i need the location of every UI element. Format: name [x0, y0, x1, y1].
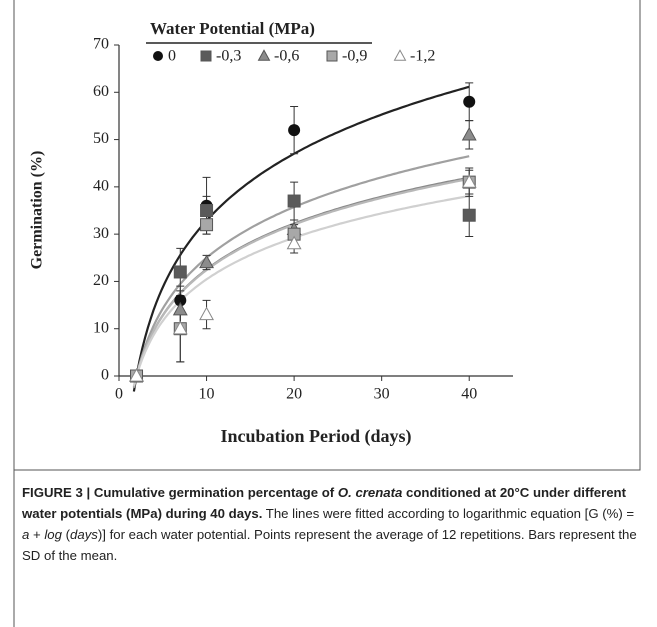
legend-label: -0,9	[342, 48, 367, 65]
legend-marker	[257, 49, 271, 61]
caption-text: conditioned at 20°C under different wate…	[22, 485, 626, 521]
fit-line	[132, 155, 470, 388]
caption: FIGURE 3 | Cumulative germination percen…	[22, 482, 642, 566]
point	[199, 254, 215, 269]
caption-text: The lines were fitted according to logar…	[262, 506, 635, 521]
caption-text: days	[70, 527, 98, 542]
y-tick-label: 0	[101, 367, 109, 384]
x-tick-label: 10	[199, 386, 215, 403]
legend-label: -0,3	[216, 48, 241, 65]
point	[462, 208, 476, 222]
point	[199, 306, 215, 321]
legend-marker	[393, 49, 407, 61]
x-tick-label: 40	[461, 386, 477, 403]
y-tick-label: 10	[93, 319, 109, 336]
legend-marker	[326, 50, 338, 62]
y-tick-label: 30	[93, 225, 109, 242]
point	[463, 95, 476, 108]
point	[172, 320, 188, 335]
legend-label: 0	[168, 48, 176, 65]
point	[174, 294, 187, 307]
y-tick-label: 20	[93, 272, 109, 289]
point	[172, 301, 188, 316]
fit-line	[132, 85, 470, 392]
y-tick-label: 70	[93, 36, 109, 53]
legend-label: -1,2	[410, 48, 435, 65]
y-tick-label: 40	[93, 178, 109, 195]
point	[288, 124, 301, 137]
legend-marker	[153, 51, 163, 61]
point	[200, 218, 214, 232]
y-axis-label: Germination (%)	[29, 151, 46, 270]
x-tick-label: 20	[286, 386, 302, 403]
caption-text: (	[61, 527, 71, 542]
caption-text: O. crenata	[337, 485, 403, 500]
point	[287, 194, 301, 208]
point	[200, 204, 214, 217]
caption-text: FIGURE 3 | Cumulative germination percen…	[22, 485, 338, 500]
x-axis-label: Incubation Period (days)	[220, 426, 411, 447]
point	[129, 368, 144, 382]
y-tick-label: 50	[93, 130, 109, 147]
caption-text: log	[44, 527, 62, 542]
legend-title: Water Potential (MPa)	[150, 19, 315, 38]
legend-marker	[200, 50, 212, 62]
caption-text: a	[22, 527, 30, 542]
frame	[13, 0, 641, 471]
point	[286, 235, 302, 250]
point	[173, 265, 187, 279]
fit-line	[132, 177, 470, 387]
x-tick-label: 0	[115, 386, 123, 403]
y-tick-label: 60	[93, 83, 109, 100]
point	[461, 174, 477, 188]
caption-text: +	[29, 527, 45, 542]
fit-line	[132, 195, 470, 386]
fit-line	[132, 176, 470, 387]
legend-label: -0,6	[274, 48, 299, 65]
caption-text: )] for each water potential. Points repr…	[22, 527, 637, 563]
point	[461, 126, 477, 141]
x-tick-label: 30	[374, 386, 390, 403]
